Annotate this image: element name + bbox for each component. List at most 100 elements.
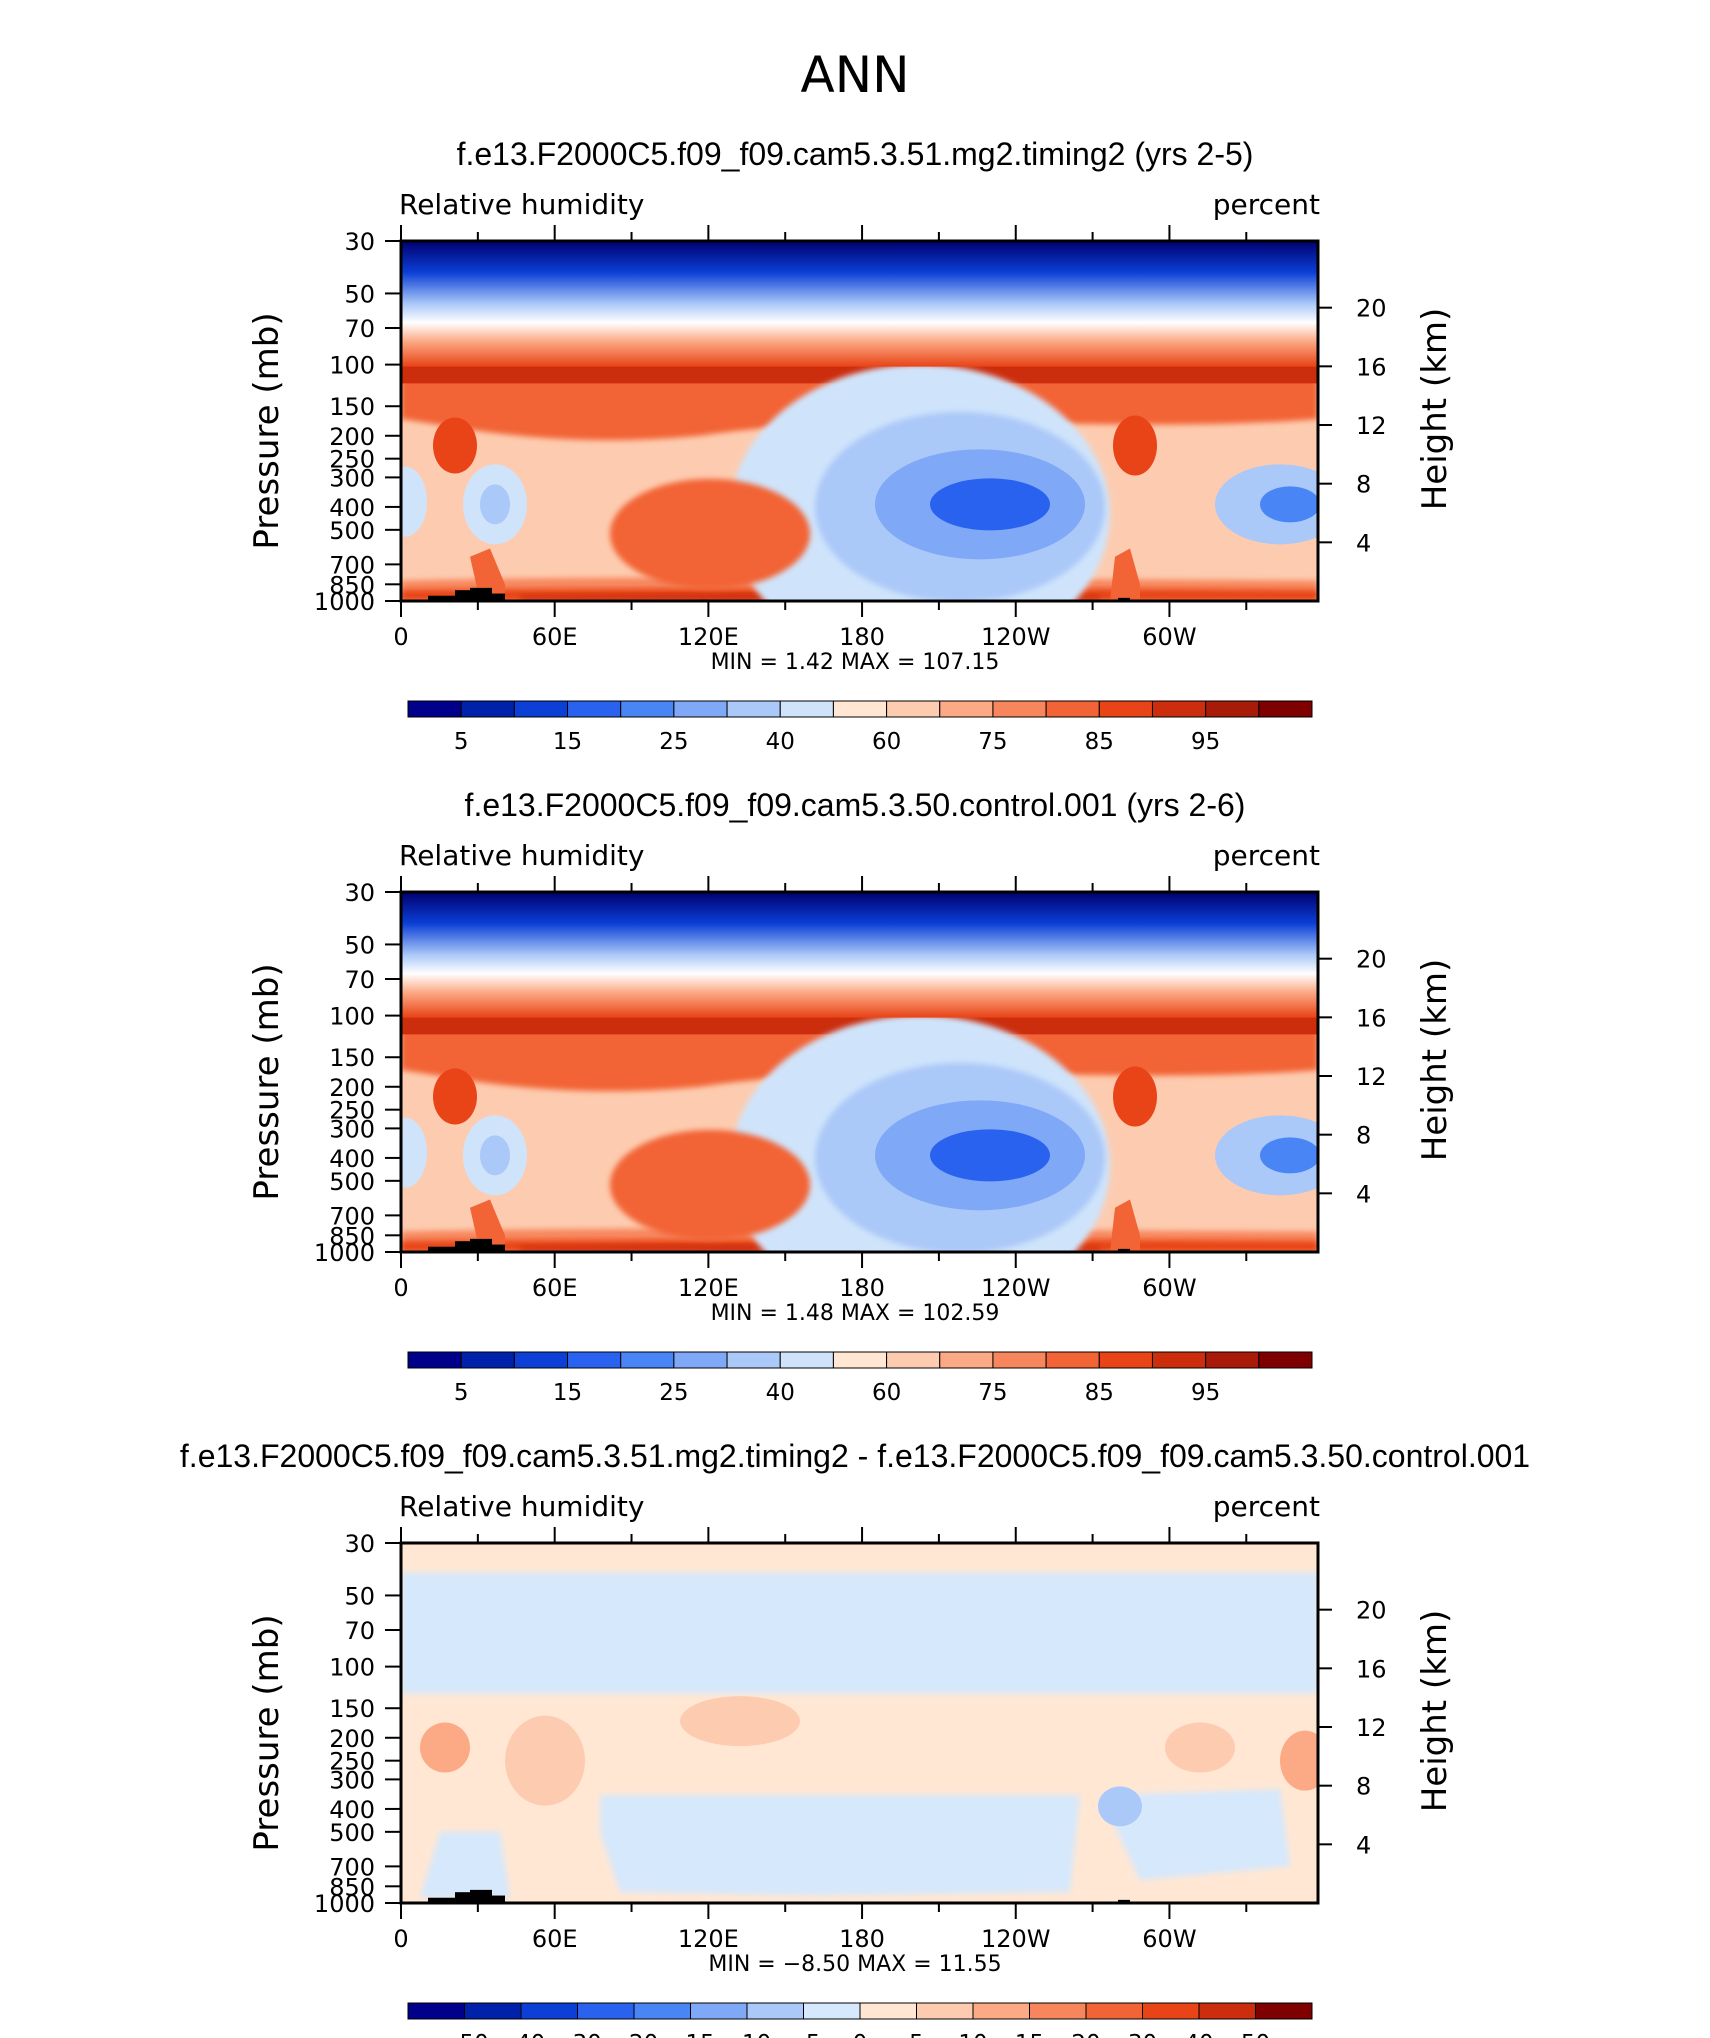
contour-moist-andes xyxy=(1110,1199,1140,1252)
x-tick-label: 60W xyxy=(1142,1925,1196,1953)
page-title: ANN xyxy=(800,46,909,104)
contour-positive-c xyxy=(680,1696,800,1747)
colorbar-swatch xyxy=(1258,700,1313,718)
y-tick-label: 700 xyxy=(329,1202,375,1230)
colorbar-swatch xyxy=(1255,2002,1313,2020)
y-right-tick-label: 8 xyxy=(1356,1122,1371,1150)
colorbar-swatch xyxy=(673,1351,728,1369)
topography-mask xyxy=(1118,597,1130,601)
y-right-tick-label: 12 xyxy=(1356,1063,1387,1091)
y-tick-label: 30 xyxy=(344,1530,375,1558)
colorbar-label: −40 xyxy=(497,2031,546,2038)
topography-mask xyxy=(455,1241,478,1252)
topography-mask xyxy=(486,1244,505,1252)
contour-negative-core xyxy=(1098,1786,1142,1827)
colorbar-label: −50 xyxy=(440,2031,489,2038)
variable-label: Relative humidity xyxy=(399,1490,644,1523)
colorbar-swatch xyxy=(1142,2002,1200,2020)
colorbar-label: 75 xyxy=(978,729,1007,755)
colorbar-swatch xyxy=(464,2002,522,2020)
colorbar-label: 95 xyxy=(1191,729,1220,755)
colorbar-swatch xyxy=(939,700,994,718)
colorbar-label: 85 xyxy=(1085,729,1114,755)
colorbar-label: 5 xyxy=(909,2031,924,2038)
colorbar-swatch xyxy=(1085,2002,1143,2020)
y-tick-label: 30 xyxy=(344,879,375,907)
colorbar-swatch xyxy=(972,2002,1030,2020)
colorbar-swatch xyxy=(1151,1351,1207,1369)
y-right-tick-label: 20 xyxy=(1356,1597,1387,1625)
units-label: percent xyxy=(1213,1490,1320,1523)
colorbar-swatch xyxy=(726,700,781,718)
colorbar-label: 15 xyxy=(553,1380,582,1406)
plot-frame xyxy=(399,239,1320,603)
colorbar-label: 5 xyxy=(454,729,469,755)
contour-negative-upper xyxy=(401,1572,1318,1694)
y-tick-label: 300 xyxy=(329,464,375,492)
colorbar-swatch xyxy=(832,1351,888,1369)
colorbar-swatch xyxy=(939,1351,994,1369)
y-tick-label: 500 xyxy=(329,517,375,545)
colorbar-swatch xyxy=(859,2002,917,2020)
contour-dry-atlantic-core xyxy=(1260,1137,1318,1174)
colorbar-swatch xyxy=(407,1351,462,1369)
colorbar-label: 50 xyxy=(1241,2031,1270,2038)
colorbar-label: 60 xyxy=(872,729,901,755)
colorbar-label: 15 xyxy=(553,729,582,755)
y-right-tick-label: 16 xyxy=(1356,1004,1387,1032)
units-label: percent xyxy=(1213,188,1320,221)
y-right-tick-label: 8 xyxy=(1356,1773,1371,1801)
contour-moist-andes xyxy=(1110,548,1140,601)
y-right-tick-label: 20 xyxy=(1356,295,1387,323)
colorbar-swatch xyxy=(1029,2002,1087,2020)
y-right-tick-label: 16 xyxy=(1356,353,1387,381)
y-tick-label: 850 xyxy=(329,1873,375,1901)
y-tick-label: 300 xyxy=(329,1115,375,1143)
y-tick-label: 400 xyxy=(329,494,375,522)
y-right-tick-label: 16 xyxy=(1356,1655,1387,1683)
panel-title: f.e13.F2000C5.f09_f09.cam5.3.50.control.… xyxy=(465,787,1246,823)
colorbar-swatch xyxy=(779,700,834,718)
x-tick-label: 0 xyxy=(393,1274,408,1302)
colorbar-swatch xyxy=(513,1351,569,1369)
colorbar-label: 15 xyxy=(1015,2031,1044,2038)
colorbar-swatch xyxy=(577,2002,635,2020)
colorbar-swatch xyxy=(620,1351,675,1369)
contour-stratosphere xyxy=(401,241,1318,367)
y-tick-label: 250 xyxy=(329,446,375,474)
x-tick-label: 0 xyxy=(393,623,408,651)
y-right-tick-label: 20 xyxy=(1356,946,1387,974)
contour-moist-column-b xyxy=(1113,415,1157,476)
y-tick-label: 50 xyxy=(344,1582,375,1610)
y-tick-label: 50 xyxy=(344,931,375,959)
colorbar-swatch xyxy=(1098,700,1153,718)
colorbar-swatch xyxy=(832,700,888,718)
x-tick-label: 120E xyxy=(678,1274,739,1302)
contour-positive-e xyxy=(1280,1730,1318,1791)
y-tick-label: 150 xyxy=(329,393,375,421)
y-axis-label: Pressure (mb) xyxy=(247,312,287,549)
topography-mask xyxy=(455,590,478,601)
colorbar-swatch xyxy=(992,1351,1047,1369)
y-tick-label: 100 xyxy=(329,1003,375,1031)
contour-moist-column-a xyxy=(433,1068,477,1125)
y-tick-label: 850 xyxy=(329,1222,375,1250)
colorbar-swatch xyxy=(520,2002,578,2020)
x-tick-label: 120E xyxy=(678,1925,739,1953)
colorbar-swatch xyxy=(1198,2002,1256,2020)
colorbar-swatch xyxy=(407,2002,465,2020)
y-tick-label: 850 xyxy=(329,571,375,599)
units-label: percent xyxy=(1213,839,1320,872)
contour-dry-edge xyxy=(401,1117,427,1188)
topography-mask xyxy=(1118,1248,1130,1252)
y-tick-label: 70 xyxy=(344,315,375,343)
panel-title: f.e13.F2000C5.f09_f09.cam5.3.51.mg2.timi… xyxy=(180,1438,1530,1474)
colorbar-label: −5 xyxy=(787,2031,821,2038)
colorbar-swatch xyxy=(620,700,675,718)
contour-negative-pacific xyxy=(600,1795,1080,1896)
colorbar-label: 40 xyxy=(1184,2031,1213,2038)
y-tick-label: 100 xyxy=(329,352,375,380)
colorbar-label: −10 xyxy=(723,2031,772,2038)
y-tick-label: 500 xyxy=(329,1819,375,1847)
plot-frame xyxy=(399,1541,1320,1905)
